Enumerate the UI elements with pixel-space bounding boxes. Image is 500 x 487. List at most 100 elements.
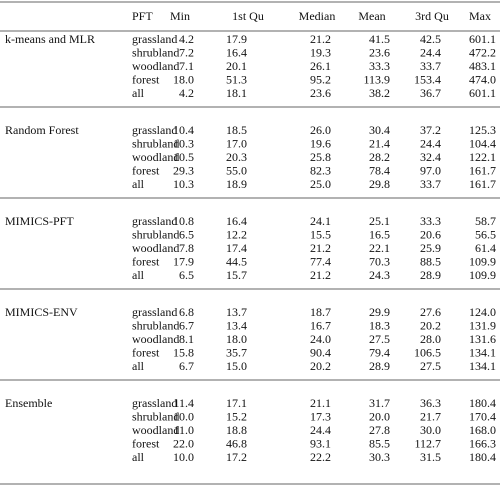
value-cell: 29.3: [173, 163, 194, 177]
value-cell: 28.9: [420, 268, 441, 282]
value-cell: 27.5: [369, 332, 390, 346]
value-cell: 28.2: [369, 150, 390, 164]
value-cell: 28.9: [369, 359, 390, 373]
value-cell: 30.4: [369, 123, 390, 137]
value-cell: 170.4: [469, 409, 496, 423]
pft-cell: woodland: [132, 332, 179, 346]
value-cell: 30.3: [369, 450, 390, 464]
value-cell: 17.9: [173, 254, 194, 268]
value-cell: 25.1: [369, 214, 390, 228]
value-cell: 112.7: [414, 436, 441, 450]
value-cell: 131.9: [469, 318, 496, 332]
value-cell: 180.4: [469, 396, 496, 410]
value-cell: 18.1: [226, 86, 247, 100]
value-cell: 93.1: [310, 436, 331, 450]
value-cell: 22.2: [310, 450, 331, 464]
value-cell: 25.8: [310, 150, 331, 164]
pft-cell: forest: [132, 72, 160, 86]
value-cell: 16.4: [226, 214, 247, 228]
value-cell: 472.2: [469, 45, 496, 59]
group-label: MIMICS-ENV: [5, 305, 78, 319]
pft-cell: all: [132, 268, 145, 282]
value-cell: 10.0: [173, 450, 194, 464]
value-cell: 16.4: [226, 45, 247, 59]
value-cell: 20.3: [226, 150, 247, 164]
pft-cell: grassland: [132, 305, 177, 319]
pft-cell: grassland: [132, 123, 177, 137]
value-cell: 134.1: [469, 359, 496, 373]
pft-cell: shrubland: [132, 409, 179, 423]
pft-cell: grassland: [132, 396, 177, 410]
value-cell: 21.1: [310, 396, 331, 410]
value-cell: 88.5: [420, 254, 441, 268]
value-cell: 15.7: [226, 268, 247, 282]
value-cell: 24.4: [420, 136, 441, 150]
value-cell: 20.2: [420, 318, 441, 332]
group-label: Ensemble: [5, 396, 52, 410]
pft-cell: shrubland: [132, 318, 179, 332]
value-cell: 27.5: [420, 359, 441, 373]
value-cell: 10.8: [173, 214, 194, 228]
pft-cell: forest: [132, 436, 160, 450]
value-cell: 20.6: [420, 227, 441, 241]
value-cell: 33.3: [369, 59, 390, 73]
value-cell: 27.8: [369, 423, 390, 437]
value-cell: 24.3: [369, 268, 390, 282]
value-cell: 19.3: [310, 45, 331, 59]
value-cell: 17.9: [226, 32, 247, 46]
value-cell: 82.3: [310, 163, 331, 177]
value-cell: 17.2: [226, 450, 247, 464]
value-cell: 44.5: [226, 254, 247, 268]
value-cell: 15.8: [173, 345, 194, 359]
value-cell: 41.5: [369, 32, 390, 46]
value-cell: 95.2: [310, 72, 331, 86]
column-header: Min: [170, 9, 190, 23]
value-cell: 24.4: [310, 423, 331, 437]
value-cell: 7.1: [179, 59, 194, 73]
value-cell: 20.1: [226, 59, 247, 73]
value-cell: 13.7: [226, 305, 247, 319]
value-cell: 166.3: [469, 436, 496, 450]
value-cell: 15.5: [310, 227, 331, 241]
value-cell: 15.2: [226, 409, 247, 423]
value-cell: 79.4: [369, 345, 390, 359]
pft-cell: woodland: [132, 241, 179, 255]
value-cell: 153.4: [414, 72, 441, 86]
value-cell: 70.3: [369, 254, 390, 268]
value-cell: 17.0: [226, 136, 247, 150]
value-cell: 6.8: [179, 305, 194, 319]
value-cell: 131.6: [469, 332, 496, 346]
pft-cell: shrubland: [132, 45, 179, 59]
value-cell: 4.2: [179, 32, 194, 46]
value-cell: 36.7: [420, 86, 441, 100]
value-cell: 124.0: [469, 305, 496, 319]
pft-cell: grassland: [132, 32, 177, 46]
value-cell: 25.9: [420, 241, 441, 255]
pft-cell: all: [132, 359, 145, 373]
value-cell: 85.5: [369, 436, 390, 450]
value-cell: 161.7: [469, 177, 496, 191]
value-cell: 23.6: [310, 86, 331, 100]
value-cell: 25.0: [310, 177, 331, 191]
value-cell: 33.7: [420, 177, 441, 191]
value-cell: 483.1: [469, 59, 496, 73]
value-cell: 168.0: [469, 423, 496, 437]
value-cell: 21.7: [420, 409, 441, 423]
value-cell: 37.2: [420, 123, 441, 137]
value-cell: 10.3: [173, 136, 194, 150]
value-cell: 46.8: [226, 436, 247, 450]
group-label: Random Forest: [5, 123, 79, 137]
value-cell: 106.5: [414, 345, 441, 359]
value-cell: 10.0: [173, 409, 194, 423]
pft-cell: forest: [132, 254, 160, 268]
value-cell: 18.9: [226, 177, 247, 191]
value-cell: 78.4: [369, 163, 390, 177]
value-cell: 42.5: [420, 32, 441, 46]
column-header: 3rd Qu: [415, 9, 449, 23]
value-cell: 6.5: [179, 227, 194, 241]
pft-cell: woodland: [132, 150, 179, 164]
value-cell: 104.4: [469, 136, 496, 150]
value-cell: 55.0: [226, 163, 247, 177]
value-cell: 161.7: [469, 163, 496, 177]
